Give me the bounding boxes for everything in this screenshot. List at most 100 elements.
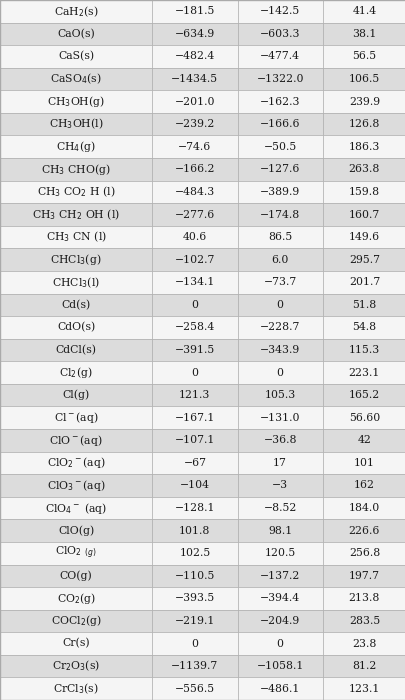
Text: −174.8: −174.8 [259,209,300,220]
Bar [152,22,237,46]
Bar [0,113,152,136]
Bar [0,542,152,564]
Text: −1058.1: −1058.1 [256,661,303,671]
Bar [0,678,152,700]
Text: 239.9: 239.9 [348,97,379,106]
Bar [237,429,322,452]
Bar [152,587,237,610]
Bar [322,68,405,90]
Bar [0,90,152,113]
Bar [322,678,405,700]
Bar [152,407,237,429]
Bar [0,519,152,542]
Text: Cl$_2$(g): Cl$_2$(g) [59,365,93,380]
Bar [237,678,322,700]
Bar [152,46,237,68]
Bar [322,181,405,203]
Bar [322,587,405,610]
Text: 51.8: 51.8 [352,300,375,310]
Bar [237,610,322,632]
Bar [237,248,322,271]
Bar [0,407,152,429]
Text: Cl(g): Cl(g) [62,390,90,400]
Text: −8.52: −8.52 [263,503,296,513]
Text: 186.3: 186.3 [348,142,379,152]
Text: 42: 42 [356,435,371,445]
Bar [0,452,152,474]
Bar [152,68,237,90]
Text: −634.9: −634.9 [174,29,215,39]
Bar [322,0,405,22]
Bar [152,452,237,474]
Text: −104: −104 [179,480,209,491]
Bar [152,203,237,226]
Bar [152,271,237,293]
Text: 105.3: 105.3 [264,390,295,400]
Text: −142.5: −142.5 [259,6,300,16]
Text: 223.1: 223.1 [348,368,379,377]
Text: CO(g): CO(g) [60,570,92,581]
Text: −258.4: −258.4 [174,323,215,332]
Text: −1322.0: −1322.0 [256,74,303,84]
Bar [237,587,322,610]
Text: 123.1: 123.1 [348,684,379,694]
Text: −166.6: −166.6 [259,119,300,130]
Bar [0,564,152,587]
Text: 81.2: 81.2 [351,661,376,671]
Text: −204.9: −204.9 [259,616,300,626]
Bar [322,474,405,497]
Text: 102.5: 102.5 [179,548,210,558]
Bar [152,226,237,248]
Text: −1139.7: −1139.7 [171,661,218,671]
Bar [322,203,405,226]
Text: 295.7: 295.7 [348,255,379,265]
Text: 160.7: 160.7 [348,209,379,220]
Text: 184.0: 184.0 [348,503,379,513]
Bar [322,339,405,361]
Text: 86.5: 86.5 [267,232,292,242]
Bar [237,316,322,339]
Text: −3: −3 [271,480,288,491]
Bar [152,429,237,452]
Text: −166.2: −166.2 [174,164,215,174]
Bar [0,68,152,90]
Bar [237,474,322,497]
Text: ClO(g): ClO(g) [58,526,94,536]
Bar [0,587,152,610]
Bar [0,384,152,407]
Text: CaS(s): CaS(s) [58,51,94,62]
Text: ClO$_3$$^-$(aq): ClO$_3$$^-$(aq) [47,478,105,493]
Text: ClO$_2$$^-$(aq): ClO$_2$$^-$(aq) [47,456,105,470]
Text: Cr$_2$O$_3$(s): Cr$_2$O$_3$(s) [52,659,100,673]
Bar [152,293,237,316]
Text: −73.7: −73.7 [263,277,296,287]
Bar [0,136,152,158]
Bar [322,632,405,654]
Text: −127.6: −127.6 [259,164,300,174]
Text: CdO(s): CdO(s) [57,322,95,332]
Text: −181.5: −181.5 [174,6,215,16]
Bar [237,361,322,384]
Bar [237,271,322,293]
Bar [152,632,237,654]
Text: −102.7: −102.7 [174,255,215,265]
Text: Cr(s): Cr(s) [62,638,90,649]
Text: 0: 0 [276,368,283,377]
Bar [237,181,322,203]
Bar [237,564,322,587]
Bar [152,564,237,587]
Text: −137.2: −137.2 [259,570,300,581]
Text: 56.5: 56.5 [352,52,375,62]
Bar [0,158,152,181]
Text: −50.5: −50.5 [263,142,296,152]
Bar [0,248,152,271]
Bar [0,474,152,497]
Text: −131.0: −131.0 [259,413,300,423]
Text: CHCl$_3$(l): CHCl$_3$(l) [52,275,100,290]
Text: CH$_3$ CO$_2$ H (l): CH$_3$ CO$_2$ H (l) [37,185,115,200]
Bar [152,339,237,361]
Text: 54.8: 54.8 [352,323,375,332]
Bar [152,0,237,22]
Bar [237,632,322,654]
Bar [237,654,322,678]
